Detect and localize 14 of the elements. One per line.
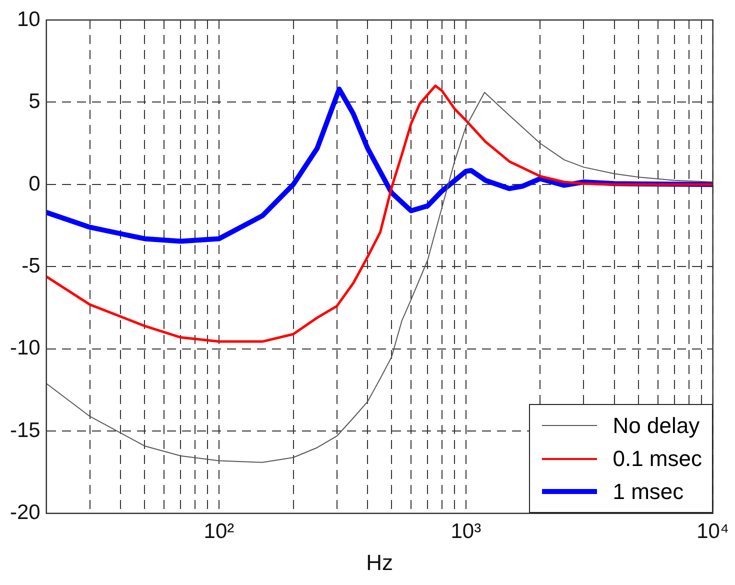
legend-label: 0.1 msec [612, 446, 702, 472]
legend-label: 1 msec [612, 478, 684, 504]
x-axis-title: Hz [366, 550, 394, 575]
y-tick-label: -20 [10, 501, 40, 524]
x-tick-label: 10² [204, 520, 234, 543]
y-tick-label: 10 [16, 8, 40, 31]
y-tick-label: -5 [22, 254, 40, 278]
legend-label: No delay [612, 412, 700, 438]
y-tick-label: 0 [28, 172, 40, 196]
x-tick-label: 10⁴ [696, 520, 730, 543]
y-tick-label: -10 [10, 336, 40, 360]
y-tick-label: 5 [28, 90, 40, 114]
x-tick-label: 10³ [450, 520, 482, 543]
y-tick-label: -15 [10, 418, 40, 442]
